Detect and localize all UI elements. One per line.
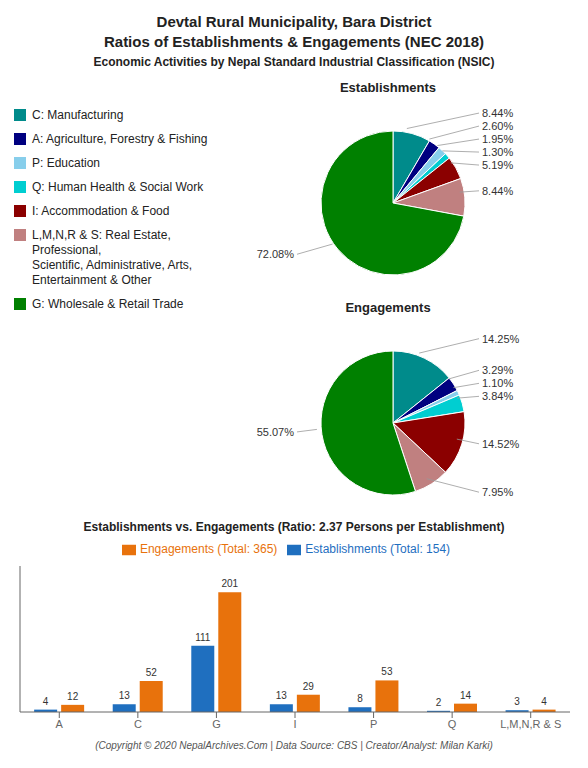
svg-text:L,M,N,R & S: L,M,N,R & S bbox=[500, 718, 561, 730]
svg-text:A: A bbox=[56, 718, 64, 730]
html-text:Establishments vs. Engagements: Establishments vs. Engagements (Ratio: 2… bbox=[83, 520, 505, 534]
svg-text:13: 13 bbox=[119, 690, 131, 701]
svg-text:2.60%: 2.60% bbox=[482, 120, 513, 132]
svg-text:5.19%: 5.19% bbox=[482, 159, 513, 171]
svg-text:7.95%: 7.95% bbox=[482, 486, 513, 498]
svg-text:14.25%: 14.25% bbox=[482, 333, 520, 345]
svg-text:55.07%: 55.07% bbox=[257, 426, 295, 438]
html-text:Engagements: Engagements bbox=[345, 300, 431, 315]
svg-text:3.84%: 3.84% bbox=[482, 390, 513, 402]
svg-text:4: 4 bbox=[43, 696, 49, 707]
html-text:L,M,N,R & S: Real Estate, Prof: L,M,N,R & S: Real Estate, Professional, … bbox=[32, 228, 193, 287]
svg-text:201: 201 bbox=[221, 578, 238, 589]
svg-text:8: 8 bbox=[357, 693, 363, 704]
html-text:Q: Human Health & Social Work: Q: Human Health & Social Work bbox=[32, 180, 204, 194]
svg-text:1.10%: 1.10% bbox=[482, 377, 513, 389]
html-text:Economic Activities by Nepal S: Economic Activities by Nepal Standard In… bbox=[93, 55, 495, 69]
svg-text:P: P bbox=[370, 718, 377, 730]
html-text:I: Accommodation & Food: I: Accommodation & Food bbox=[32, 204, 170, 218]
svg-text:Q: Q bbox=[448, 718, 457, 730]
svg-text:53: 53 bbox=[381, 666, 393, 677]
svg-text:12: 12 bbox=[67, 691, 79, 702]
svg-text:3.29%: 3.29% bbox=[482, 364, 513, 376]
html-text:Devtal Rural Municipality, Bar: Devtal Rural Municipality, Bara District bbox=[156, 13, 432, 30]
html-text:G: Wholesale & Retail Trade: G: Wholesale & Retail Trade bbox=[32, 297, 184, 311]
svg-text:8.44%: 8.44% bbox=[482, 185, 513, 197]
html-text:Engagements (Total: 365): Engagements (Total: 365) bbox=[139, 542, 278, 556]
svg-text:14: 14 bbox=[460, 690, 472, 701]
html-text:Ratios of Establishments & Eng: Ratios of Establishments & Engagements (… bbox=[104, 33, 484, 50]
html-text:P: Education: P: Education bbox=[32, 156, 100, 170]
svg-text:3: 3 bbox=[514, 696, 520, 707]
svg-text:72.08%: 72.08% bbox=[257, 248, 295, 260]
html-text:A: Agriculture, Forestry & Fis: A: Agriculture, Forestry & Fishing bbox=[32, 132, 208, 146]
html-text:C: Manufacturing: C: Manufacturing bbox=[32, 108, 124, 122]
html-text:(Copyright © 2020 NepalArchive: (Copyright © 2020 NepalArchives.Com | Da… bbox=[95, 740, 493, 751]
svg-text:13: 13 bbox=[276, 690, 288, 701]
svg-text:G: G bbox=[212, 718, 221, 730]
svg-text:111: 111 bbox=[195, 632, 211, 643]
svg-text:1.30%: 1.30% bbox=[482, 146, 513, 158]
svg-text:1.95%: 1.95% bbox=[482, 133, 513, 145]
html-text:Establishments: Establishments bbox=[340, 80, 436, 95]
svg-text:2: 2 bbox=[436, 697, 442, 708]
svg-text:14.52%: 14.52% bbox=[482, 438, 520, 450]
svg-text:4: 4 bbox=[541, 696, 547, 707]
svg-text:C: C bbox=[134, 718, 142, 730]
svg-text:I: I bbox=[293, 718, 296, 730]
svg-text:8.44%: 8.44% bbox=[482, 107, 513, 119]
svg-text:29: 29 bbox=[303, 681, 315, 692]
svg-text:52: 52 bbox=[146, 667, 158, 678]
html-text:Establishments (Total: 154): Establishments (Total: 154) bbox=[305, 542, 451, 556]
